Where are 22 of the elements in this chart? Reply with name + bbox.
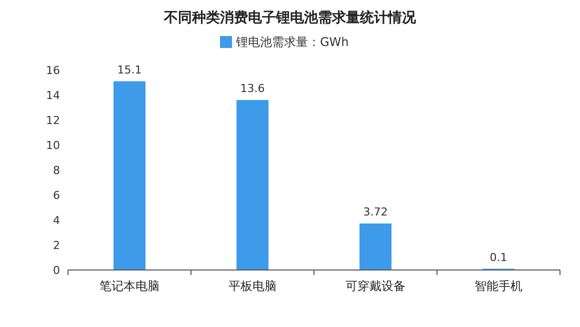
y-tick-label: 16 (46, 64, 60, 77)
data-label: 15.1 (117, 63, 142, 76)
x-tick-label: 智能手机 (474, 279, 522, 293)
data-label: 3.72 (363, 206, 388, 218)
y-tick-label: 10 (46, 139, 60, 152)
bar (114, 81, 146, 270)
data-label: 0.1 (490, 250, 508, 264)
y-tick-label: 14 (46, 89, 60, 102)
legend-label: 锂电池需求量：GWh (235, 35, 349, 49)
x-tick-label: 笔记本电脑 (100, 279, 160, 293)
y-tick-label: 8 (53, 164, 60, 177)
x-tick-label: 平板电脑 (228, 279, 276, 293)
x-tick-label: 可穿戴设备 (346, 279, 406, 293)
bar (236, 100, 268, 270)
y-tick-label: 12 (46, 114, 60, 127)
data-label: 13.6 (240, 82, 265, 95)
bar (360, 224, 392, 270)
y-tick-label: 0 (53, 264, 60, 277)
y-tick-label: 6 (53, 189, 60, 202)
y-tick-label: 4 (53, 214, 60, 227)
y-tick-label: 2 (53, 239, 60, 252)
chart-title: 不同种类消费电子锂电池需求量统计情况 (163, 9, 417, 26)
